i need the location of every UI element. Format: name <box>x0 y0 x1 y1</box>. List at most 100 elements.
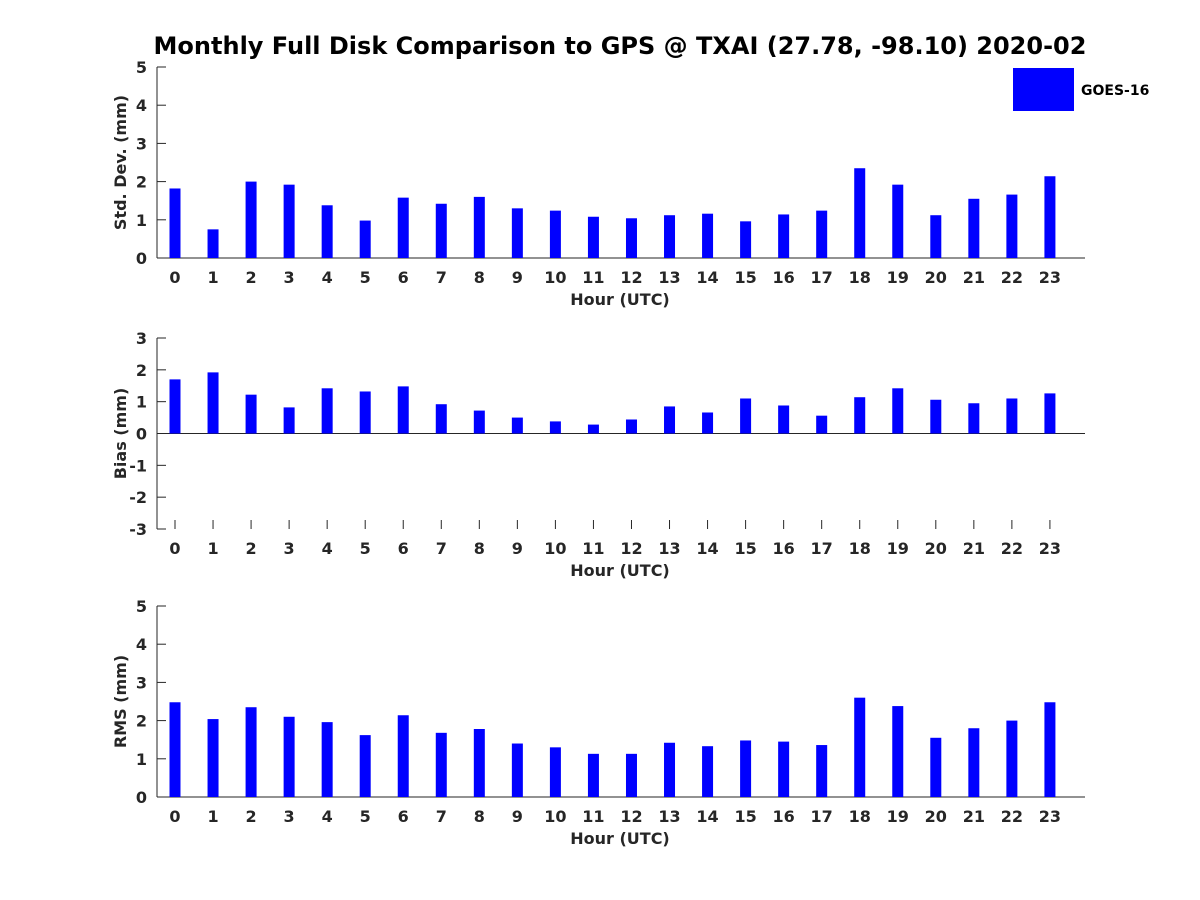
x-tick-label: 15 <box>734 807 756 826</box>
x-tick-label: 9 <box>512 807 523 826</box>
bar <box>473 729 485 797</box>
x-tick-label: 10 <box>544 268 566 287</box>
x-tick-label: 22 <box>1001 539 1023 558</box>
bar <box>359 391 371 434</box>
bar <box>778 405 790 434</box>
x-tick-label: 10 <box>544 539 566 558</box>
x-tick-label: 19 <box>887 807 909 826</box>
y-tick-label: 2 <box>136 361 147 380</box>
x-tick-label: 3 <box>284 539 295 558</box>
x-tick-label: 5 <box>360 268 371 287</box>
x-tick-label: 22 <box>1001 807 1023 826</box>
x-tick-label: 15 <box>734 268 756 287</box>
x-tick-label: 17 <box>811 268 833 287</box>
bar <box>930 737 942 797</box>
y-axis-label: Bias (mm) <box>111 388 130 480</box>
bar <box>207 372 219 434</box>
x-tick-label: 9 <box>512 268 523 287</box>
bar <box>587 753 599 797</box>
y-tick-label: 0 <box>136 249 147 268</box>
bar <box>169 379 181 434</box>
x-tick-label: 22 <box>1001 268 1023 287</box>
bar <box>321 722 333 797</box>
x-tick-label: 6 <box>398 539 409 558</box>
bar <box>283 716 295 797</box>
x-tick-label: 4 <box>322 539 333 558</box>
bar <box>968 403 980 434</box>
y-tick-label: 1 <box>136 211 147 230</box>
x-tick-label: 19 <box>887 268 909 287</box>
x-tick-label: 20 <box>925 268 947 287</box>
bar <box>664 215 676 258</box>
y-tick-label: 3 <box>136 673 147 692</box>
bar <box>702 412 714 434</box>
bar <box>245 707 257 797</box>
x-tick-label: 11 <box>582 268 604 287</box>
x-tick-label: 16 <box>773 268 795 287</box>
bar <box>283 184 295 258</box>
bar <box>511 417 523 434</box>
x-tick-label: 13 <box>658 539 680 558</box>
x-tick-label: 2 <box>246 807 257 826</box>
bar <box>207 719 219 797</box>
bar <box>1006 398 1018 434</box>
y-tick-label: 3 <box>136 134 147 153</box>
y-tick-label: 1 <box>136 393 147 412</box>
y-tick-label: 2 <box>136 173 147 192</box>
x-tick-label: 21 <box>963 807 985 826</box>
x-axis-label: Hour (UTC) <box>570 561 670 580</box>
x-tick-label: 11 <box>582 539 604 558</box>
bar <box>587 424 599 434</box>
bar <box>397 386 409 434</box>
x-tick-label: 5 <box>360 539 371 558</box>
x-tick-label: 6 <box>398 268 409 287</box>
bar <box>245 181 257 258</box>
bar <box>587 216 599 258</box>
bar <box>169 188 181 258</box>
x-tick-label: 16 <box>773 807 795 826</box>
bar <box>740 740 752 797</box>
bar <box>664 742 676 797</box>
x-tick-label: 8 <box>474 807 485 826</box>
bar <box>169 702 181 797</box>
x-tick-label: 1 <box>207 807 218 826</box>
bar <box>930 399 942 434</box>
x-tick-label: 19 <box>887 539 909 558</box>
x-tick-label: 13 <box>658 268 680 287</box>
bar <box>397 197 409 258</box>
x-tick-label: 5 <box>360 807 371 826</box>
legend-swatch <box>1013 68 1074 111</box>
x-tick-label: 16 <box>773 539 795 558</box>
y-tick-label: -3 <box>129 520 147 539</box>
bar <box>511 208 523 258</box>
x-tick-label: 17 <box>811 807 833 826</box>
bar <box>892 706 904 797</box>
bar <box>702 746 714 797</box>
x-tick-label: 13 <box>658 807 680 826</box>
y-tick-label: 0 <box>136 788 147 807</box>
y-tick-label: 3 <box>136 329 147 348</box>
bar <box>664 406 676 434</box>
x-tick-label: 18 <box>849 268 871 287</box>
bar <box>854 397 866 434</box>
x-tick-label: 3 <box>284 807 295 826</box>
x-tick-label: 11 <box>582 807 604 826</box>
x-tick-label: 4 <box>322 807 333 826</box>
x-tick-label: 7 <box>436 807 447 826</box>
y-tick-label: 0 <box>136 425 147 444</box>
y-tick-label: 1 <box>136 750 147 769</box>
bar <box>625 218 637 258</box>
bar <box>930 215 942 258</box>
x-tick-label: 7 <box>436 539 447 558</box>
x-tick-label: 2 <box>246 268 257 287</box>
y-tick-label: -1 <box>129 456 147 475</box>
x-tick-label: 14 <box>696 807 718 826</box>
bar <box>702 213 714 258</box>
y-tick-label: 4 <box>136 635 147 654</box>
x-tick-label: 12 <box>620 807 642 826</box>
x-tick-label: 17 <box>811 539 833 558</box>
bar <box>511 743 523 797</box>
bar <box>854 697 866 797</box>
